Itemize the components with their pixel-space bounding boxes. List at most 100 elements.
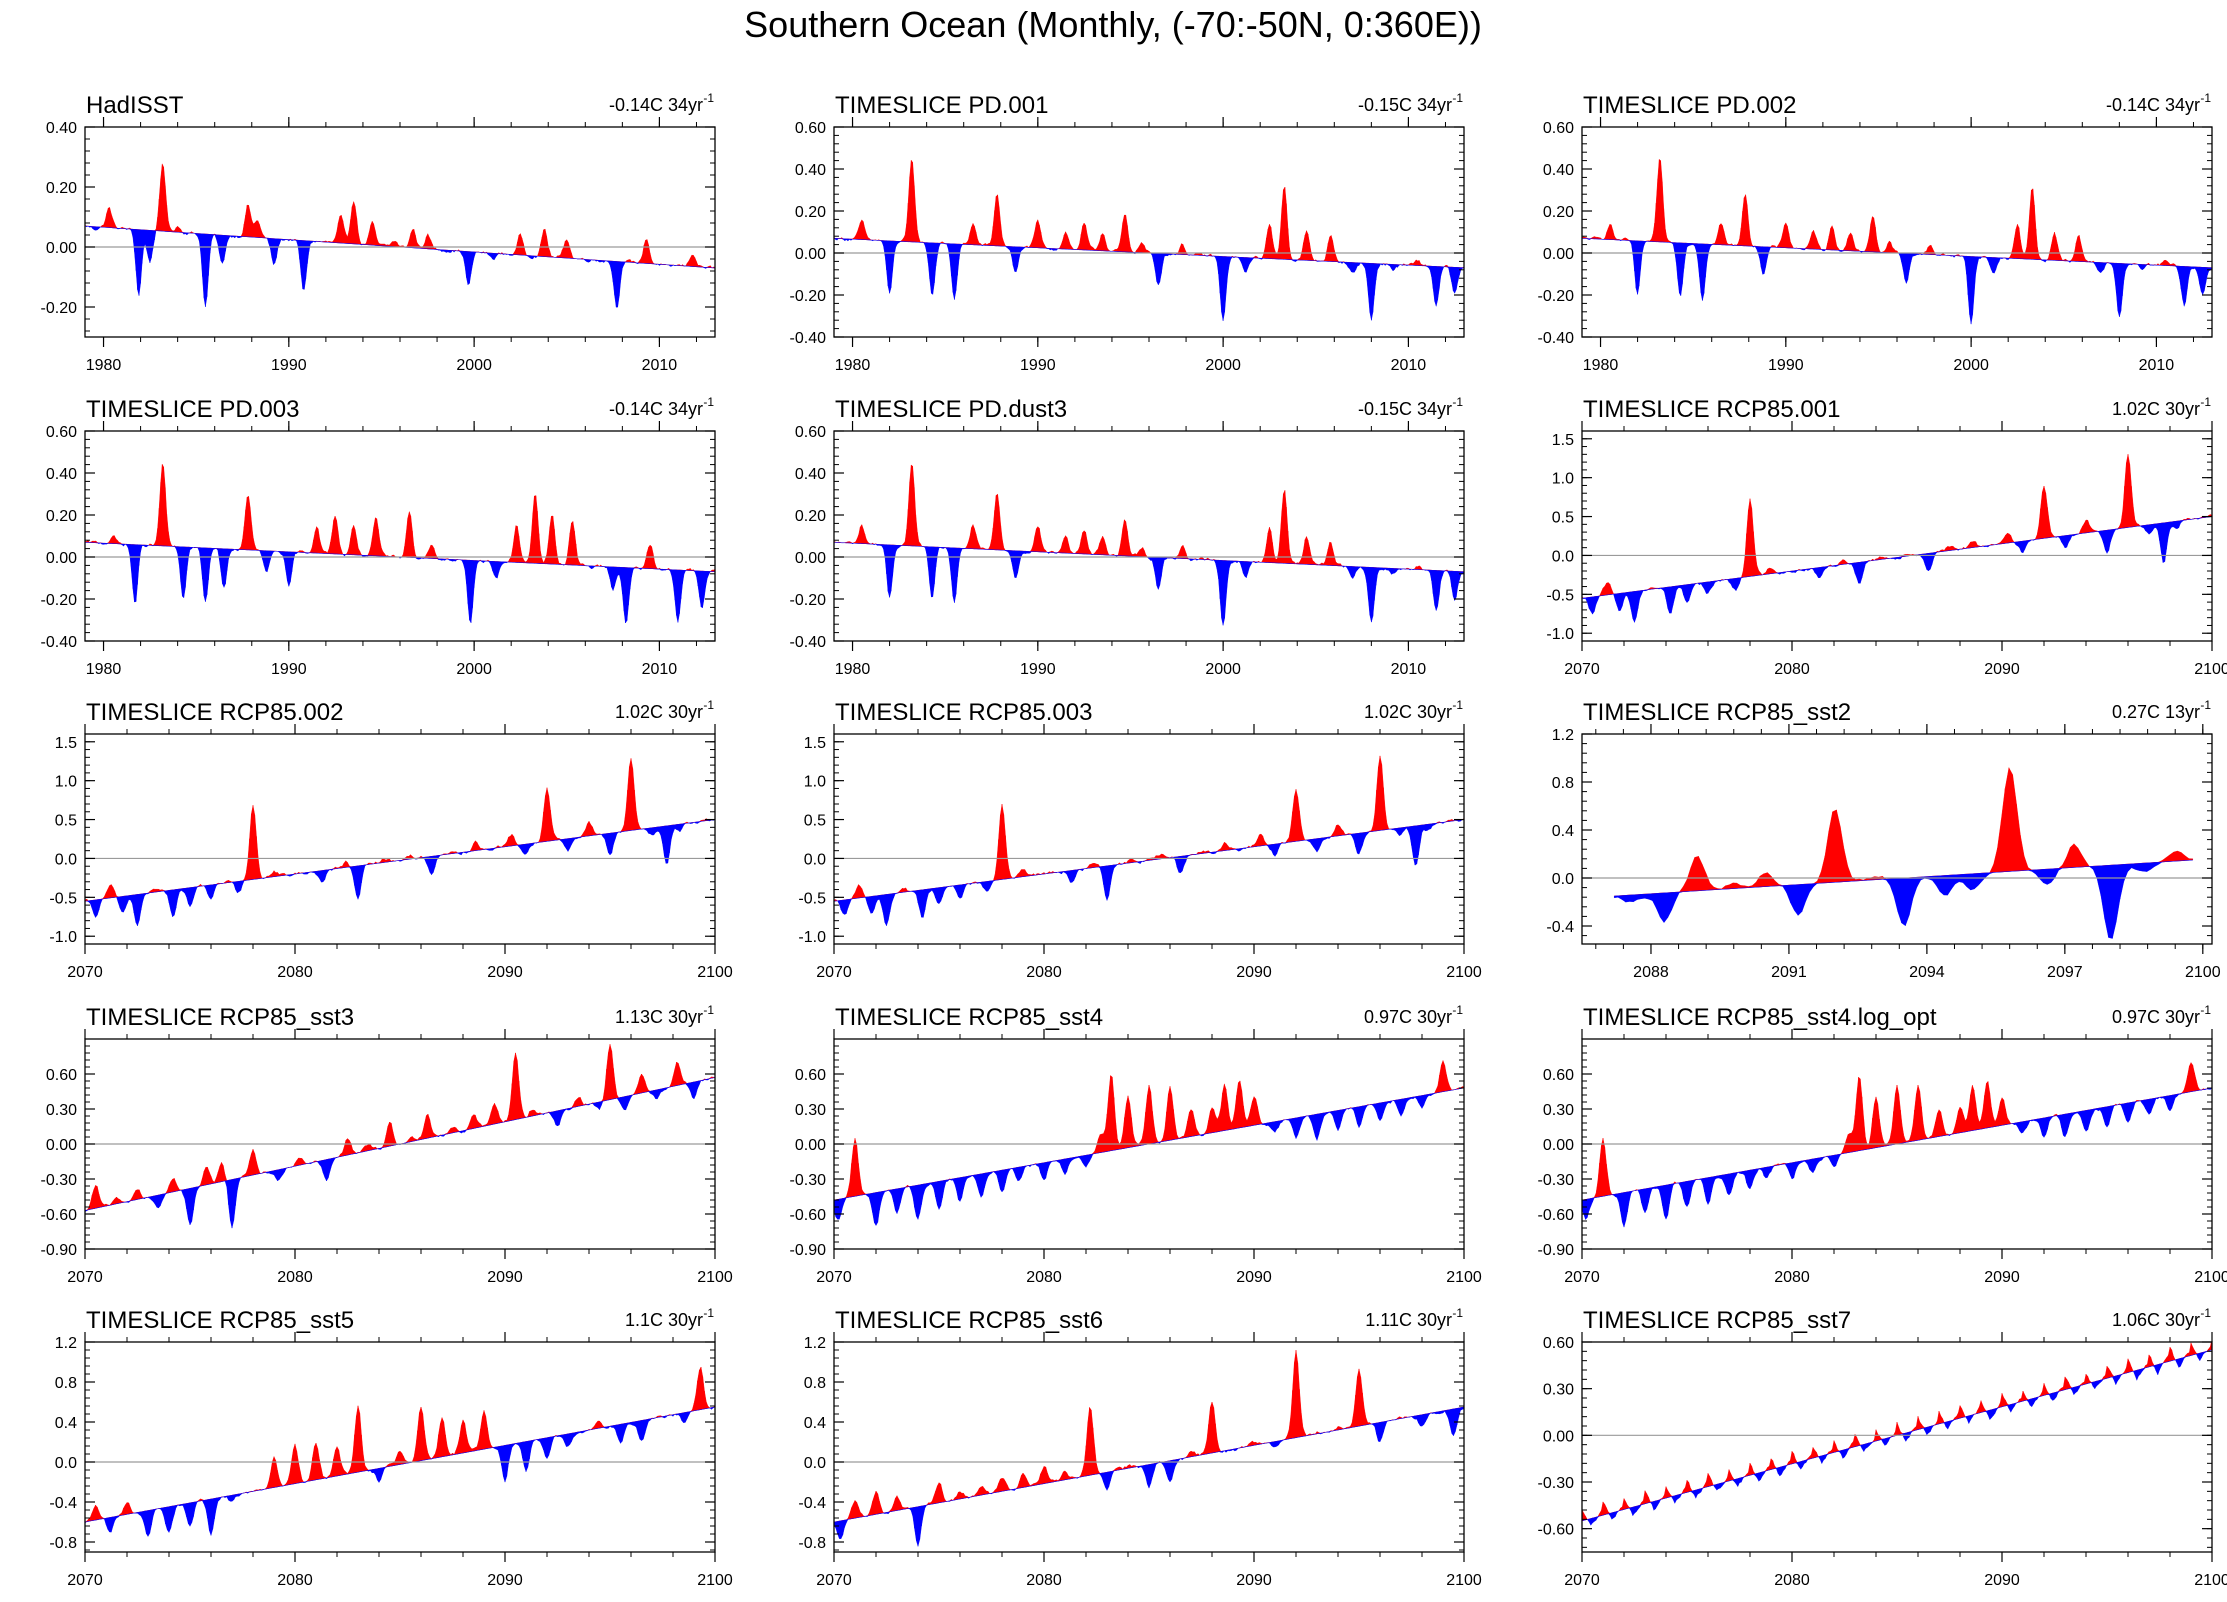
y-tick-label: 0.0 <box>55 851 77 868</box>
trend-exponent: -1 <box>2200 91 2211 105</box>
x-tick-label: 2000 <box>456 661 492 678</box>
x-tick-label: 2080 <box>277 964 313 981</box>
y-tick-label: 0.8 <box>1552 775 1574 792</box>
y-tick-label: 0.0 <box>55 1455 77 1472</box>
x-tick-label: 2080 <box>1026 1269 1062 1286</box>
chart-panel: -0.8 -0.4 0.0 0.4 0.8 1.2 2070 2080 2090 2100 TIME… <box>49 1306 732 1589</box>
positive-anomaly-area <box>834 1060 1464 1201</box>
y-tick-label: -0.40 <box>790 634 827 651</box>
y-tick-label: 0.8 <box>55 1375 77 1392</box>
x-tick-label: 2070 <box>67 964 103 981</box>
panel-title: TIMESLICE RCP85.003 <box>835 699 1092 726</box>
x-tick-label: 2090 <box>1236 964 1272 981</box>
y-tick-label: 0.20 <box>1543 204 1574 221</box>
y-tick-label: 0.30 <box>795 1102 826 1119</box>
y-tick-label: -0.4 <box>798 1495 826 1512</box>
panel-title: TIMESLICE RCP85_sst4.log_opt <box>1583 1004 1937 1031</box>
x-tick-label: 2010 <box>642 661 678 678</box>
y-tick-label: -1.0 <box>1546 626 1574 643</box>
y-tick-label: 0.20 <box>46 180 77 197</box>
chart-panel: -0.40 -0.20 0.00 0.20 0.40 0.60 1980 1990 2000 20… <box>41 395 716 678</box>
plot-frame <box>833 1341 1465 1553</box>
x-tick-label: 2088 <box>1633 964 1669 981</box>
x-tick-label: 2070 <box>67 1572 103 1589</box>
plot-area <box>834 464 1464 626</box>
chart-panel: -0.40 -0.20 0.00 0.20 0.40 0.60 1980 1990 2000 20… <box>790 395 1465 678</box>
chart-panel: -0.8 -0.4 0.0 0.4 0.8 1.2 2070 2080 2090 2100 TIME… <box>798 1306 1481 1589</box>
trend-label: -0.15C 34yr <box>1358 95 1452 115</box>
y-tick-label: -0.60 <box>790 1207 827 1224</box>
y-tick-label: 0.5 <box>1552 510 1574 527</box>
trend-exponent: -1 <box>1452 395 1463 409</box>
y-tick-label: 0.30 <box>46 1102 77 1119</box>
y-tick-label: -0.20 <box>1538 288 1575 305</box>
y-tick-label: 1.0 <box>804 774 826 791</box>
trend-exponent: -1 <box>703 395 714 409</box>
y-tick-label: 0.40 <box>795 162 826 179</box>
plot-area <box>85 163 715 308</box>
x-tick-label: 2010 <box>1391 661 1427 678</box>
panel-title: TIMESLICE PD.dust3 <box>835 396 1067 423</box>
y-tick-label: -1.0 <box>49 929 77 946</box>
x-tick-label: 2100 <box>2194 1269 2227 1286</box>
y-tick-label: 0.20 <box>795 508 826 525</box>
panel-title: TIMESLICE RCP85_sst3 <box>86 1004 354 1031</box>
y-tick-label: 0.5 <box>55 813 77 830</box>
plot-area <box>1582 1342 2212 1526</box>
y-tick-label: 0.00 <box>1543 1428 1574 1445</box>
x-tick-label: 2010 <box>2139 357 2175 374</box>
y-tick-label: 0.40 <box>46 466 77 483</box>
y-tick-label: 0.40 <box>1543 162 1574 179</box>
trend-label: -0.15C 34yr <box>1358 399 1452 419</box>
y-tick-label: 0.00 <box>795 1137 826 1154</box>
x-tick-label: 1990 <box>1020 661 1056 678</box>
x-tick-label: 2090 <box>1984 661 2020 678</box>
y-tick-label: 1.2 <box>1552 727 1574 744</box>
negative-anomaly-area <box>85 542 715 624</box>
figure-title: Southern Ocean (Monthly, (-70:-50N, 0:36… <box>744 4 1482 45</box>
x-tick-label: 2070 <box>1564 1269 1600 1286</box>
chart-panel: -0.60 -0.30 0.00 0.30 0.60 2070 2080 2090 2100 TI… <box>1538 1306 2227 1589</box>
x-tick-label: 2080 <box>1026 964 1062 981</box>
chart-panel: -0.40 -0.20 0.00 0.20 0.40 0.60 1980 1990 2000 20… <box>1538 91 2213 374</box>
negative-anomaly-area <box>85 819 715 926</box>
y-tick-label: 1.2 <box>55 1335 77 1352</box>
trend-label: 1.11C 30yr <box>1365 1310 1452 1330</box>
y-tick-label: 1.5 <box>804 735 826 752</box>
plot-area <box>834 159 1464 321</box>
y-tick-label: 0.0 <box>1552 548 1574 565</box>
panel-title: TIMESLICE RCP85_sst5 <box>86 1307 354 1334</box>
positive-anomaly-area <box>85 758 715 902</box>
plot-area <box>85 1366 715 1538</box>
x-tick-label: 2080 <box>1774 1572 1810 1589</box>
y-tick-label: 0.60 <box>1543 1335 1574 1352</box>
y-tick-label: 0.20 <box>795 204 826 221</box>
trend-label: -0.14C 34yr <box>609 399 703 419</box>
plot-area <box>834 1350 1464 1547</box>
x-tick-label: 1980 <box>86 357 122 374</box>
y-tick-label: -0.30 <box>1538 1172 1575 1189</box>
plot-area <box>1582 767 2212 939</box>
negative-anomaly-area <box>85 225 715 308</box>
panel-title: TIMESLICE PD.003 <box>86 396 299 423</box>
positive-anomaly-area <box>85 1366 715 1523</box>
x-tick-label: 2090 <box>1984 1269 2020 1286</box>
y-tick-label: -0.90 <box>41 1242 78 1259</box>
negative-anomaly-area <box>834 1087 1464 1227</box>
negative-anomaly-area <box>1582 516 2212 623</box>
positive-anomaly-area <box>1582 1061 2212 1201</box>
y-tick-label: -0.8 <box>49 1535 77 1552</box>
x-tick-label: 2080 <box>277 1572 313 1589</box>
trend-label: 1.1C 30yr <box>625 1310 703 1330</box>
x-tick-label: 2100 <box>2194 661 2227 678</box>
y-tick-label: 0.60 <box>795 1067 826 1084</box>
x-tick-label: 2000 <box>1205 661 1241 678</box>
x-tick-label: 1980 <box>835 661 871 678</box>
y-tick-label: -1.0 <box>798 929 826 946</box>
y-tick-label: 0.00 <box>1543 1137 1574 1154</box>
plot-area <box>85 1044 715 1229</box>
plot-frame <box>1581 733 2213 945</box>
plot-frame <box>1581 1341 2213 1553</box>
trend-exponent: -1 <box>2200 1306 2211 1320</box>
x-tick-label: 1980 <box>835 357 871 374</box>
